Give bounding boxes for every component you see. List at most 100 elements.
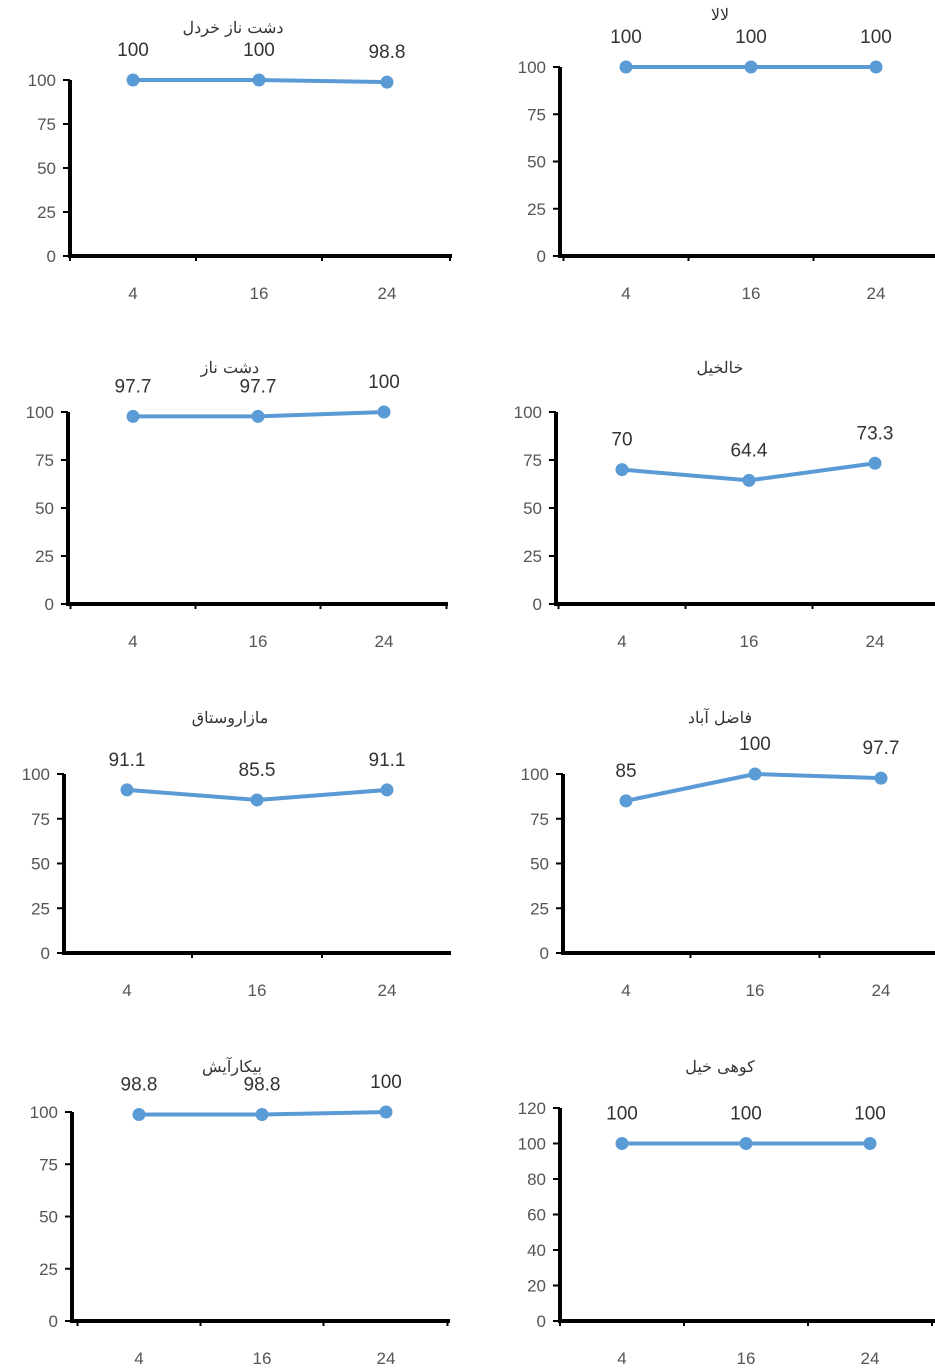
y-tick-label: 25	[31, 899, 50, 918]
line-chart-8: کوهی خیل 0 20 40 60 80 100 120 4 16 24 100 100 100	[518, 1057, 935, 1368]
chart-title: خالخیل	[697, 358, 744, 377]
chart-title: کوهی خیل	[685, 1057, 755, 1076]
y-tick-label: 75	[35, 451, 54, 470]
x-tick-label: 24	[375, 632, 394, 651]
x-tick-label: 16	[253, 1349, 272, 1368]
data-point	[615, 463, 629, 477]
data-label: 91.1	[369, 750, 406, 771]
y-tick-label: 120	[518, 1099, 546, 1118]
data-point	[126, 73, 140, 87]
data-point	[250, 793, 264, 807]
y-tick-label: 50	[523, 499, 542, 518]
y-tick-label: 50	[31, 855, 50, 874]
data-point	[251, 409, 265, 423]
data-point	[739, 1137, 753, 1150]
data-label: 98.8	[121, 1075, 158, 1096]
data-label: 100	[606, 1104, 638, 1125]
y-tick-label: 75	[530, 810, 549, 829]
data-point	[380, 75, 394, 89]
y-tick-label: 50	[35, 499, 54, 518]
x-tick-label: 16	[746, 981, 765, 1000]
data-point	[132, 1108, 146, 1122]
data-point	[742, 473, 756, 487]
data-label: 97.7	[863, 738, 900, 759]
data-label: 98.8	[244, 1075, 281, 1096]
data-point	[619, 60, 633, 74]
data-label: 97.7	[240, 376, 277, 397]
y-tick-label: 25	[37, 203, 56, 222]
data-point	[252, 73, 266, 87]
y-tick-label: 100	[518, 1135, 546, 1154]
x-tick-label: 16	[740, 632, 759, 651]
y-tick-label: 100	[30, 1103, 58, 1122]
data-point	[380, 783, 394, 797]
data-point	[874, 771, 888, 785]
x-tick-label: 24	[872, 981, 891, 1000]
data-label: 100	[730, 1104, 762, 1125]
x-tick-label: 16	[737, 1349, 756, 1368]
data-label: 100	[735, 27, 767, 48]
y-tick-label: 75	[523, 451, 542, 470]
x-tick-label: 16	[248, 981, 267, 1000]
line-chart-3: دشت ناز 0 25 50 75 100 4 16 24 97.7 97.7 100	[26, 358, 448, 651]
y-tick-label: 100	[28, 71, 56, 90]
data-label: 100	[243, 40, 275, 61]
x-tick-label: 4	[134, 1349, 143, 1368]
y-tick-label: 50	[530, 855, 549, 874]
chart-title: بیکارآیش	[202, 1056, 262, 1076]
x-tick-label: 24	[867, 284, 886, 303]
line-chart-6: فاضل آباد 0 25 50 75 100 4 16 24 85 100 97.7	[521, 707, 935, 1000]
y-tick-label: 25	[39, 1260, 58, 1279]
chart-title: مازاروستاق	[192, 708, 269, 727]
y-tick-label: 0	[533, 595, 542, 614]
data-label: 100	[739, 734, 771, 755]
data-point	[744, 60, 758, 74]
y-tick-label: 0	[41, 944, 50, 963]
data-point	[869, 60, 883, 74]
y-tick-label: 75	[31, 810, 50, 829]
x-tick-label: 4	[617, 1349, 626, 1368]
line-chart-5: مازاروستاق 0 25 50 75 100 4 16 24 91.1 85.5 91.1	[22, 708, 451, 1000]
line-chart-7: بیکارآیش 0 25 50 75 100 4 16 24 98.8 98.8 100	[30, 1056, 450, 1368]
y-tick-label: 0	[45, 595, 54, 614]
y-tick-label: 75	[527, 105, 546, 124]
y-tick-label: 0	[47, 247, 56, 266]
x-tick-label: 4	[128, 284, 137, 303]
y-tick-label: 0	[537, 247, 546, 266]
x-tick-label: 24	[866, 632, 885, 651]
data-label: 100	[610, 27, 642, 48]
x-tick-label: 24	[861, 1349, 880, 1368]
y-tick-label: 100	[26, 403, 54, 422]
data-label: 98.8	[369, 42, 406, 63]
data-point	[120, 783, 134, 797]
data-label: 85.5	[239, 760, 276, 781]
y-tick-label: 100	[22, 765, 50, 784]
y-tick-label: 25	[530, 899, 549, 918]
x-tick-label: 4	[621, 284, 630, 303]
data-point	[126, 409, 140, 423]
x-tick-label: 4	[621, 981, 630, 1000]
y-tick-label: 100	[521, 765, 549, 784]
data-label: 73.3	[857, 423, 894, 444]
x-tick-label: 16	[250, 284, 269, 303]
chart-title: لالا	[711, 5, 729, 24]
data-label: 100	[368, 372, 400, 393]
y-tick-label: 25	[523, 547, 542, 566]
chart-title: فاضل آباد	[688, 707, 752, 727]
data-label: 85	[615, 761, 636, 782]
y-tick-label: 80	[527, 1170, 546, 1189]
data-point	[615, 1137, 629, 1150]
y-tick-label: 75	[39, 1155, 58, 1174]
y-tick-label: 0	[540, 944, 549, 963]
chart-title: دشت ناز	[200, 358, 259, 377]
line-chart-2: لالا 0 25 50 75 100 4 16 24 100 100 100	[518, 5, 935, 303]
chart-title: دشت ناز خردل	[183, 18, 284, 37]
x-tick-label: 16	[249, 632, 268, 651]
y-tick-label: 0	[537, 1312, 546, 1331]
y-tick-label: 50	[527, 153, 546, 172]
x-tick-label: 4	[128, 632, 137, 651]
data-label: 70	[611, 430, 632, 451]
data-label: 100	[854, 1104, 886, 1125]
data-point	[377, 405, 391, 419]
